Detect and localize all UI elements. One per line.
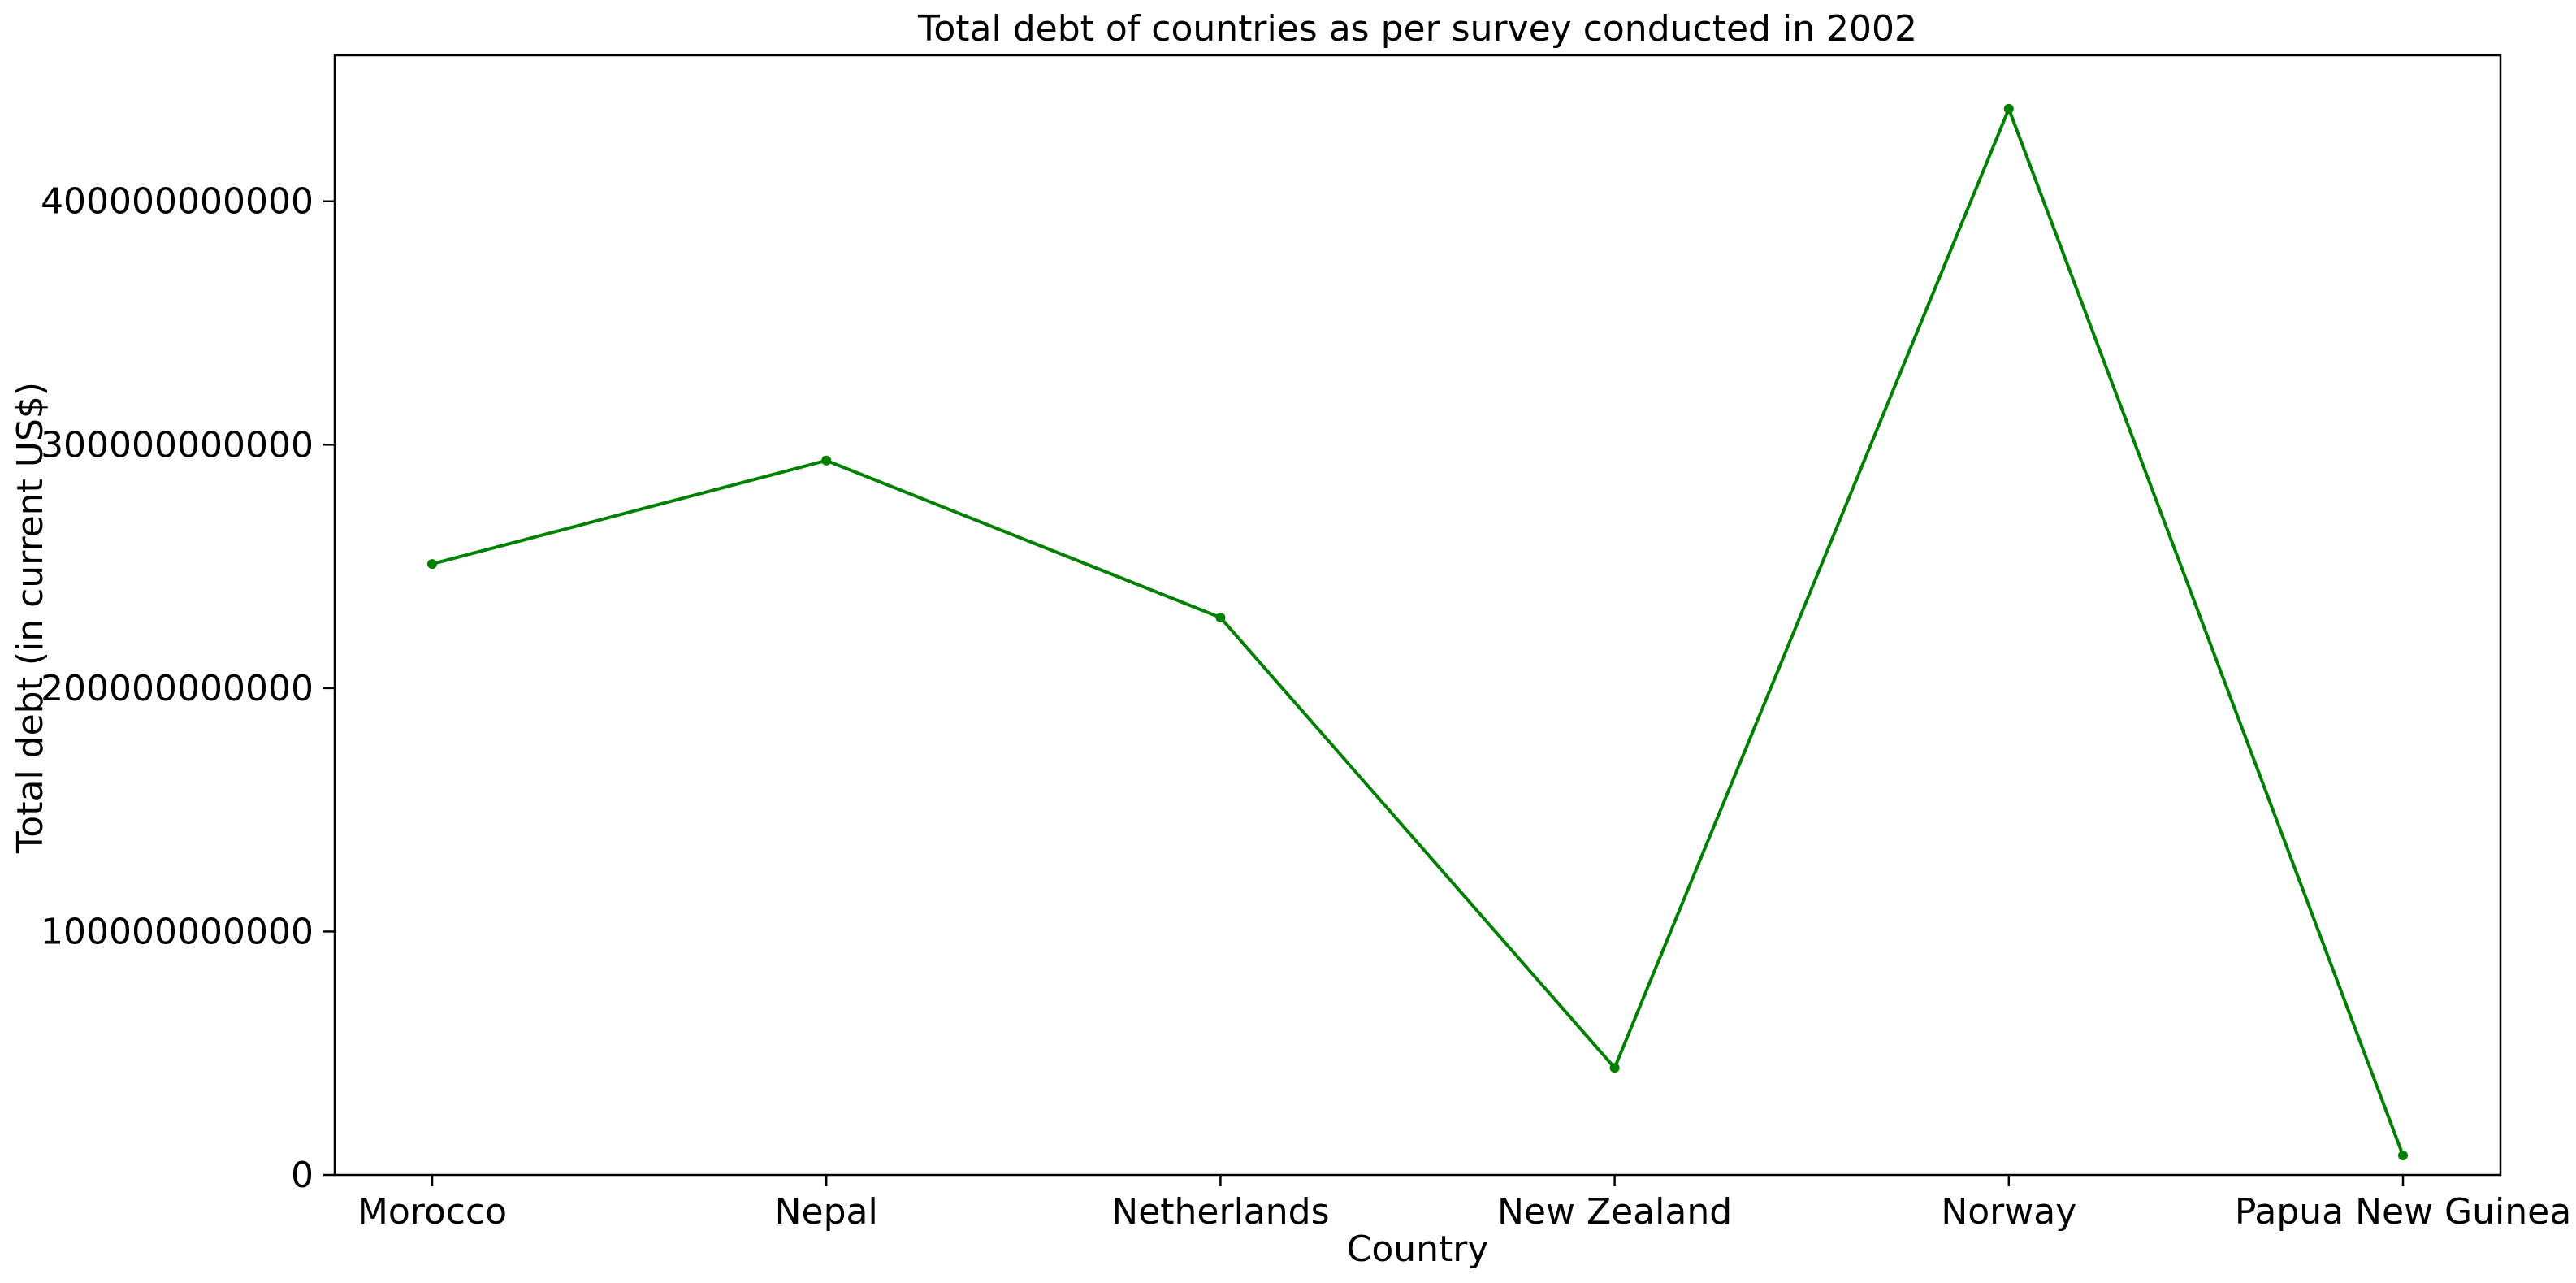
x-axis-ticks: Morocco Nepal Netherlands New Zealand Norway… — [357, 1175, 2571, 1233]
y-tick-label: 100000000000 — [41, 911, 314, 952]
y-axis-ticks: 0 100000000000 200000000000 300000000000 400… — [41, 181, 335, 1196]
data-point — [427, 559, 437, 570]
data-point — [2398, 1151, 2408, 1161]
series-line — [431, 106, 2405, 1156]
chart-title: Total debt of countries as per survey co… — [917, 8, 1917, 50]
y-tick-label: 400000000000 — [41, 181, 314, 223]
x-tick-label: New Zealand — [1497, 1191, 1732, 1233]
y-tick-label: 0 — [291, 1155, 314, 1196]
x-tick-label: Papua New Guinea — [2235, 1191, 2571, 1233]
series-layer — [427, 103, 2408, 1161]
y-tick-label: 200000000000 — [41, 668, 314, 709]
x-axis-label: Country — [1347, 1229, 1489, 1270]
x-tick-label: Netherlands — [1111, 1191, 1329, 1233]
x-tick-label: Morocco — [357, 1191, 507, 1233]
plot-area — [333, 54, 2502, 1177]
x-tick-label: Norway — [1941, 1191, 2076, 1233]
data-point — [1609, 1063, 1620, 1073]
data-point — [821, 455, 832, 466]
y-axis-label: Total debt (in current US$) — [10, 382, 51, 854]
data-point — [1215, 612, 1226, 622]
y-tick-label: 300000000000 — [41, 424, 314, 466]
x-tick-label: Nepal — [775, 1191, 878, 1233]
data-point — [2003, 103, 2014, 114]
